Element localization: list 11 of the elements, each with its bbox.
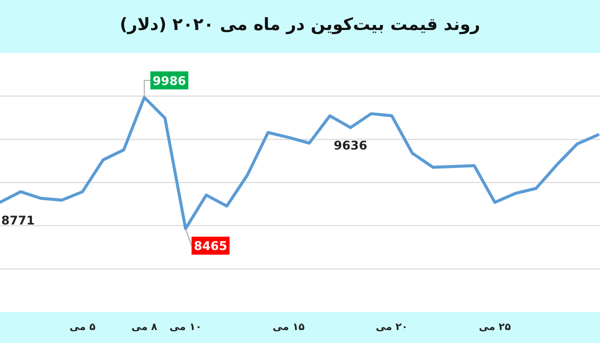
x-tick-label: ۱۵ می [272, 322, 305, 333]
data-label: 9636 [334, 138, 368, 153]
data-label: 8465 [194, 239, 228, 254]
x-tick-label: ۵ می [70, 322, 96, 333]
x-tick-label: ۱۰ می [170, 322, 202, 333]
data-label: 8771 [1, 213, 35, 228]
x-tick-label: ۲۰ می [376, 322, 408, 333]
x-tick-label: ۸ می [131, 322, 158, 333]
x-tick-label: ۲۵ می [478, 322, 511, 333]
chart-title: روند قیمت بیت‌کوین در ماه می ۲۰۲۰ (دلار) [120, 15, 480, 35]
data-label: 9986 [152, 74, 186, 88]
